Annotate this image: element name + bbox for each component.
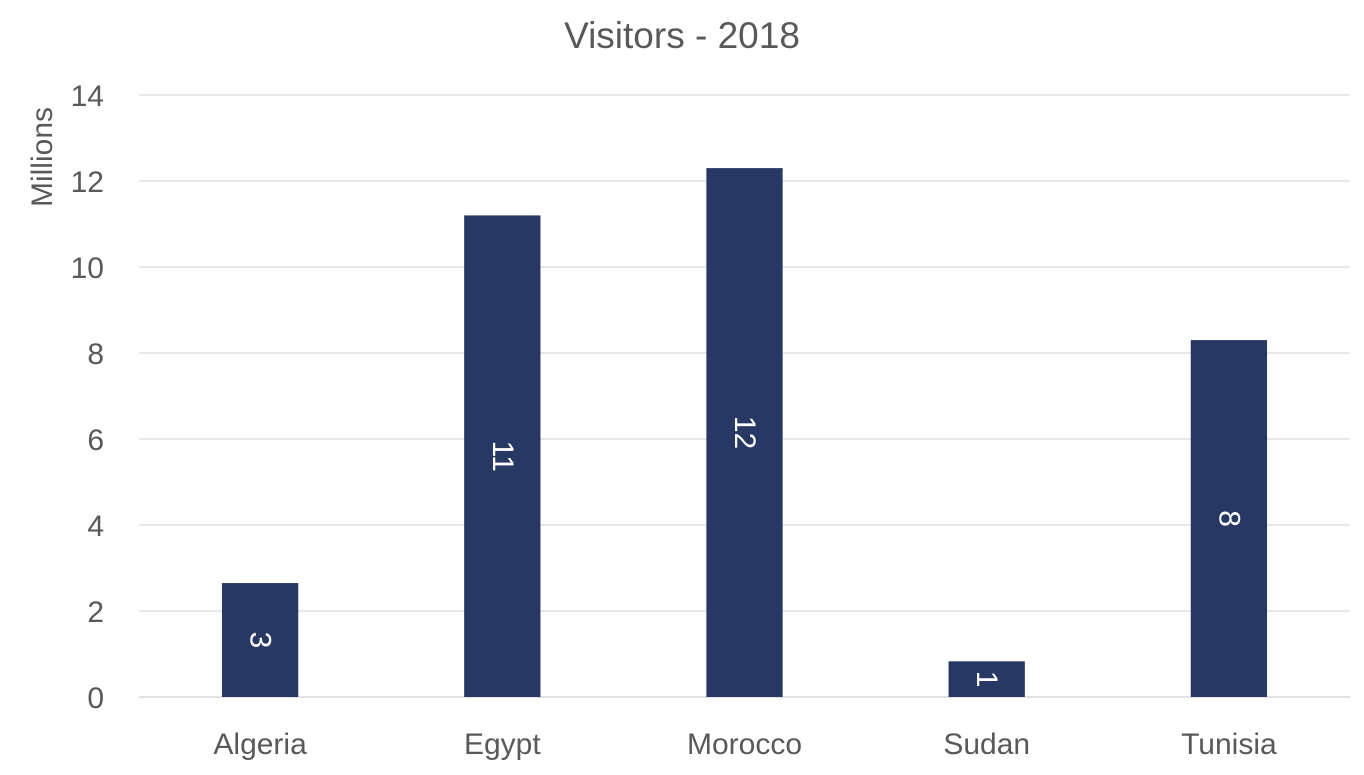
y-axis-ticks: 0 2 4 6 8 10 12 14: [71, 80, 104, 715]
x-tick-label: Morocco: [687, 728, 802, 761]
x-tick-label: Egypt: [464, 728, 541, 761]
bar-algeria: [221, 583, 299, 697]
y-tick-label: 4: [87, 510, 104, 543]
bar-tunisia: [1190, 340, 1268, 697]
data-label: 12: [728, 416, 761, 449]
x-tick-label: Tunisia: [1181, 728, 1277, 761]
y-tick-label: 2: [87, 596, 104, 629]
x-tick-label: Sudan: [943, 728, 1030, 761]
x-tick-label: Algeria: [213, 728, 307, 761]
bar-morocco: [706, 168, 783, 698]
data-label: 11: [486, 441, 519, 472]
y-tick-label: 10: [71, 252, 104, 285]
y-tick-label: 0: [87, 682, 104, 715]
data-label: 3: [244, 632, 277, 649]
bars: 3 11 12 1 8: [221, 168, 1268, 698]
bar-sudan: [948, 661, 1025, 697]
chart-title: Visitors - 2018: [564, 15, 800, 56]
bar-egypt: [464, 215, 541, 697]
data-label: 8: [1212, 510, 1245, 527]
data-label: 1: [970, 671, 1003, 688]
y-tick-label: 12: [71, 166, 104, 199]
y-tick-label: 6: [87, 424, 104, 457]
x-axis-ticks: Algeria Egypt Morocco Sudan Tunisia: [213, 728, 1277, 761]
y-axis-label: Millions: [26, 107, 59, 207]
y-tick-label: 14: [71, 80, 104, 113]
y-tick-label: 8: [87, 338, 104, 371]
